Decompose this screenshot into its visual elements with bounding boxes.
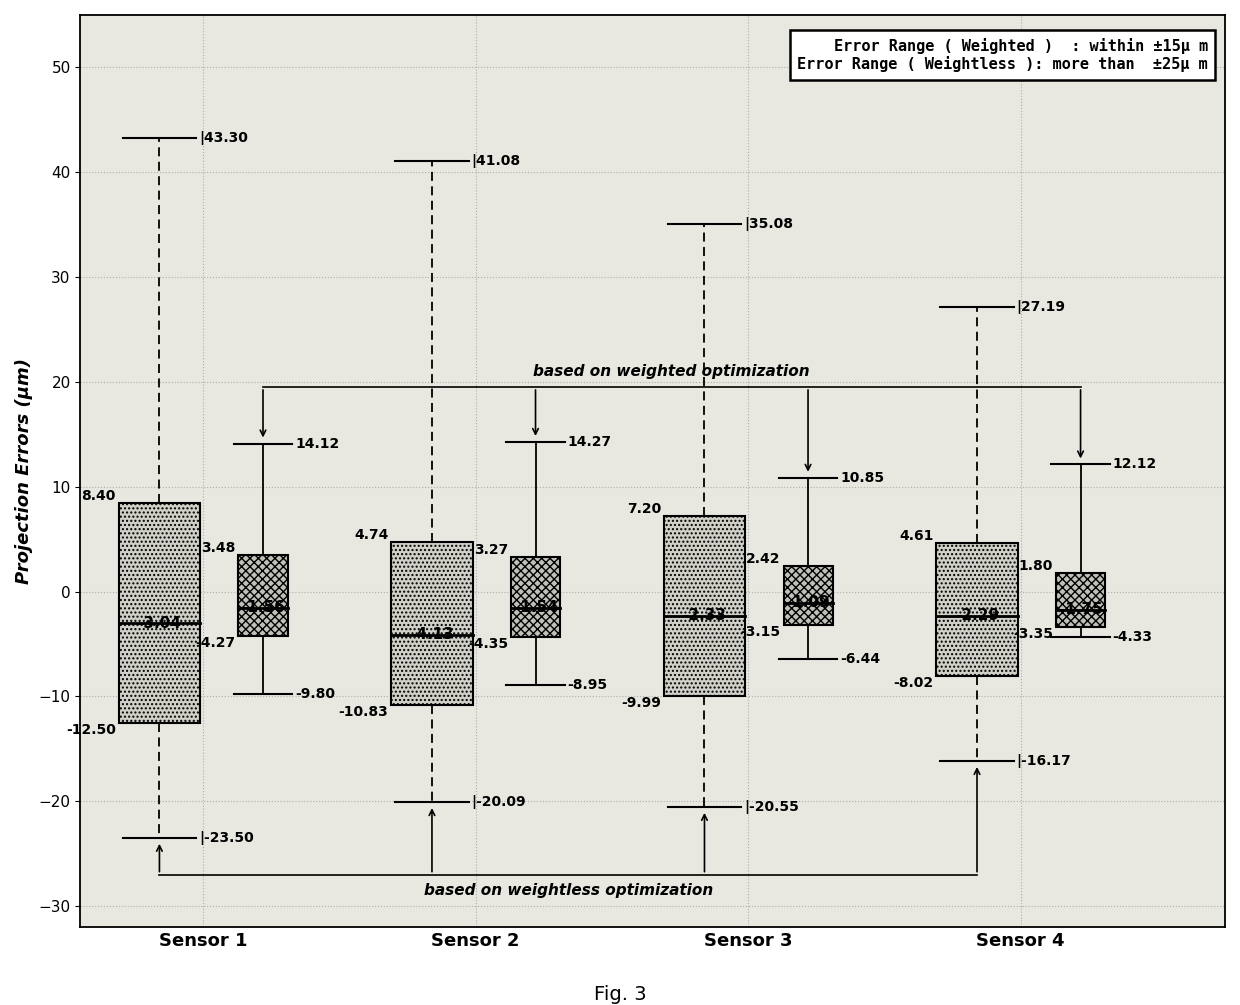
Text: -6.44: -6.44 <box>841 652 880 666</box>
Text: 4.61: 4.61 <box>899 530 934 543</box>
Bar <box>663 516 745 696</box>
Text: -12.50: -12.50 <box>66 723 115 737</box>
Text: -4.33: -4.33 <box>1112 630 1153 644</box>
Text: |27.19: |27.19 <box>1017 299 1065 314</box>
Text: 10.85: 10.85 <box>841 470 884 484</box>
Y-axis label: Projection Errors (μm): Projection Errors (μm) <box>15 358 33 584</box>
Text: -10.83: -10.83 <box>339 706 388 719</box>
Text: 3.48: 3.48 <box>201 541 236 555</box>
Bar <box>238 555 288 636</box>
Text: 14.27: 14.27 <box>568 435 611 449</box>
Text: -3.04: -3.04 <box>138 616 181 631</box>
Text: -1.54: -1.54 <box>513 600 558 615</box>
Text: Error Range ( Weighted )  : within ±15μ m
Error Range ( Weightless ): more than : Error Range ( Weighted ) : within ±15μ m… <box>797 38 1208 72</box>
Text: -2.29: -2.29 <box>955 608 999 623</box>
Text: -9.99: -9.99 <box>621 696 661 711</box>
Text: |-20.55: |-20.55 <box>744 800 799 814</box>
Text: 8.40: 8.40 <box>82 489 115 504</box>
Text: -9.80: -9.80 <box>295 687 335 701</box>
Text: -3.35: -3.35 <box>1013 627 1053 640</box>
Text: |35.08: |35.08 <box>744 217 794 231</box>
Text: -1.09: -1.09 <box>786 595 830 610</box>
Text: 2.42: 2.42 <box>746 552 781 566</box>
Bar <box>511 557 560 637</box>
Text: -4.35: -4.35 <box>469 637 508 651</box>
Bar <box>119 504 201 723</box>
Text: 12.12: 12.12 <box>1112 457 1157 471</box>
Text: based on weightless optimization: based on weightless optimization <box>424 883 713 897</box>
Text: 3.27: 3.27 <box>474 544 508 557</box>
Text: based on weighted optimization: based on weighted optimization <box>533 364 810 379</box>
Text: Fig. 3: Fig. 3 <box>594 985 646 1004</box>
Text: -8.95: -8.95 <box>568 678 608 692</box>
Text: -4.13: -4.13 <box>410 627 454 642</box>
Text: |41.08: |41.08 <box>471 154 521 168</box>
Bar <box>936 543 1018 675</box>
Bar <box>391 542 472 706</box>
Text: 1.80: 1.80 <box>1019 559 1053 573</box>
Bar <box>784 566 832 624</box>
Text: -4.27: -4.27 <box>196 636 236 650</box>
Text: |-23.50: |-23.50 <box>198 831 254 845</box>
Text: 7.20: 7.20 <box>626 502 661 516</box>
Text: |43.30: |43.30 <box>198 131 248 145</box>
Text: -1.75: -1.75 <box>1059 602 1102 617</box>
Text: 14.12: 14.12 <box>295 436 340 450</box>
Text: -2.33: -2.33 <box>682 608 727 623</box>
Text: -1.56: -1.56 <box>241 600 285 615</box>
Text: -3.15: -3.15 <box>740 624 781 638</box>
Text: -8.02: -8.02 <box>893 675 934 689</box>
Text: |-16.17: |-16.17 <box>1017 754 1071 768</box>
Bar <box>1056 573 1105 627</box>
Text: 4.74: 4.74 <box>353 528 388 542</box>
Text: |-20.09: |-20.09 <box>471 795 526 809</box>
